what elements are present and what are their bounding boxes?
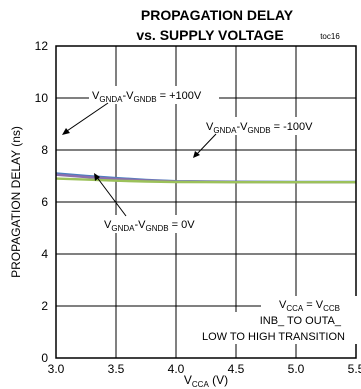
condition-path: INB_ TO OUTA_: [260, 315, 342, 327]
conditions-bg: [261, 296, 357, 312]
y-tick-label: 6: [41, 195, 48, 209]
x-tick-label: 3.0: [48, 362, 65, 376]
x-axis-label: VCCA (V): [184, 373, 228, 389]
series-line-2: [55, 177, 356, 184]
x-tick-label: 3.5: [108, 362, 125, 376]
x-tick-label: 4.0: [168, 362, 185, 376]
annotation-plus100: VGNDA-VGNDB = +100V: [92, 90, 202, 104]
annotation-zero-arrowhead: [94, 173, 100, 181]
annotation-minus100-bg: [203, 117, 331, 135]
x-tick-label: 5.0: [288, 362, 305, 376]
x-tick-label: 4.5: [228, 362, 245, 376]
annotation-zero-bg: [101, 215, 209, 233]
annotation-plus100-arrow: [63, 102, 109, 134]
y-tick-label: 12: [35, 39, 49, 53]
annotation-plus100-bg: [89, 86, 219, 104]
conditions-bg-2: [216, 312, 357, 344]
chart-subtitle: vs. SUPPLY VOLTAGE: [136, 27, 283, 43]
figure-code: toc16: [320, 32, 340, 41]
annotation-minus100: VGNDA-VGNDB = -100V: [206, 121, 313, 135]
condition-vcc: VCCA = VCCB: [279, 299, 340, 313]
annotation-plus100-arrowhead: [62, 128, 70, 135]
x-tick-labels: 3.0 3.5 4.0 4.5 5.0 5.5: [48, 362, 361, 376]
chart-title: PROPAGATION DELAY: [141, 7, 294, 23]
y-tick-label: 10: [35, 91, 49, 105]
annotation-minus100-arrowhead: [193, 151, 200, 158]
plot-frame: [55, 45, 357, 359]
annotation-minus100-arrow: [195, 133, 217, 156]
series-group: [55, 172, 356, 184]
y-tick-labels: 0 2 4 6 8 10 12: [35, 39, 49, 365]
x-tick-label: 5.5: [348, 362, 361, 376]
condition-transition: LOW TO HIGH TRANSITION: [202, 331, 345, 343]
y-tick-label: 8: [41, 143, 48, 157]
y-tick-label: 0: [41, 351, 48, 365]
y-tick-label: 4: [41, 247, 48, 261]
y-tick-label: 2: [41, 299, 48, 313]
annotation-zero: VGNDA-VGNDB = 0V: [104, 219, 195, 233]
annotation-zero-arrow: [95, 175, 127, 217]
y-axis-label: PROPAGATION DELAY (ns): [9, 126, 23, 278]
